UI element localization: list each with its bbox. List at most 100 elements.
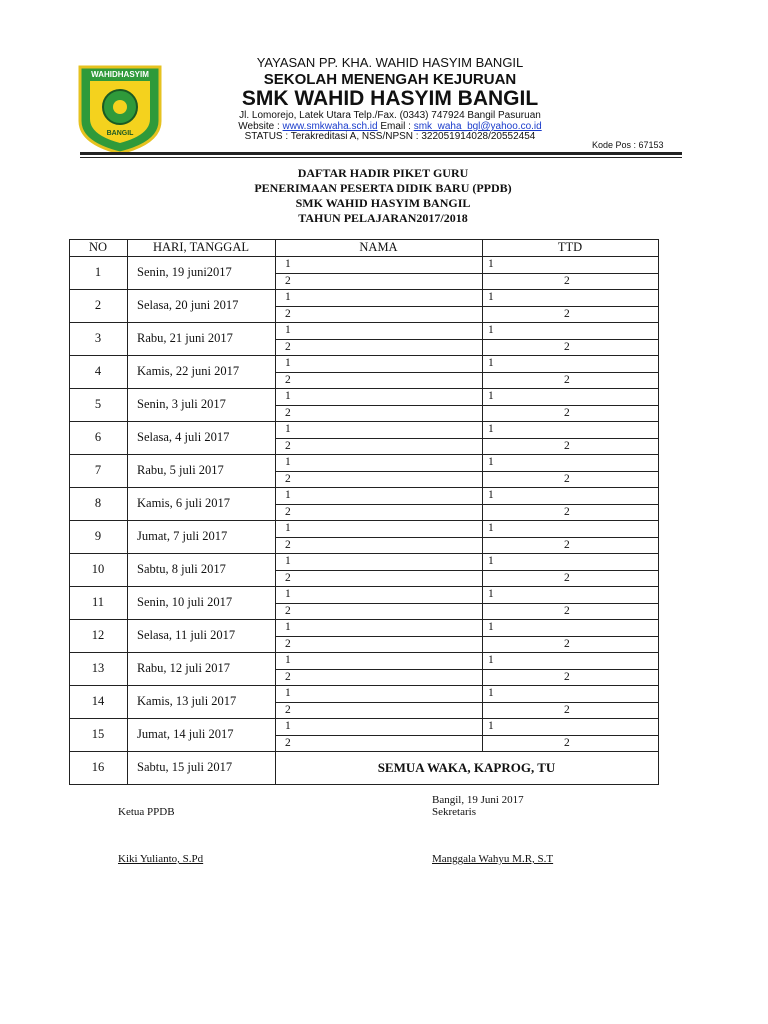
email-link[interactable]: smk_waha_bgl@yahoo.co.id bbox=[413, 121, 542, 132]
row-date: Kamis, 6 juli 2017 bbox=[127, 487, 276, 521]
nama-slot: 2 bbox=[275, 404, 483, 422]
ttd-slot: 1 bbox=[482, 553, 659, 571]
row-number: 15 bbox=[69, 718, 128, 752]
place-date: Bangil, 19 Juni 2017 bbox=[432, 794, 524, 806]
school-name: SMK WAHID HASYIM BANGIL bbox=[241, 87, 539, 110]
title-line: PENERIMAAN PESERTA DIDIK BARU (PPDB) bbox=[254, 181, 512, 195]
row-date: Rabu, 21 juni 2017 bbox=[127, 322, 276, 356]
header-rule bbox=[80, 152, 682, 155]
title-line: DAFTAR HADIR PIKET GURU bbox=[297, 166, 469, 180]
nama-slot: 2 bbox=[275, 470, 483, 488]
ttd-slot: 1 bbox=[482, 355, 659, 373]
row-number: 7 bbox=[69, 454, 128, 488]
ttd-slot: 1 bbox=[482, 454, 659, 472]
nama-slot: 1 bbox=[275, 355, 483, 373]
ttd-slot: 2 bbox=[482, 668, 659, 686]
row-number: 16 bbox=[69, 751, 128, 785]
row-number: 6 bbox=[69, 421, 128, 455]
row-number: 4 bbox=[69, 355, 128, 389]
row-date: Selasa, 20 juni 2017 bbox=[127, 289, 276, 323]
row-date: Jumat, 7 juli 2017 bbox=[127, 520, 276, 554]
website-link[interactable]: www.smkwaha.sch.id bbox=[282, 121, 378, 132]
address: Jl. Lomorejo, Latek Utara Telp./Fax. (03… bbox=[239, 110, 541, 121]
foundation: YAYASAN PP. KHA. WAHID HASYIM BANGIL bbox=[256, 55, 524, 70]
nama-slot: 2 bbox=[275, 536, 483, 554]
ttd-slot: 2 bbox=[482, 602, 659, 620]
status: STATUS : Terakreditasi A, NSS/NPSN : 322… bbox=[244, 131, 536, 142]
nama-slot: 1 bbox=[275, 553, 483, 571]
row-date: Sabtu, 15 juli 2017 bbox=[127, 751, 276, 785]
ttd-slot: 2 bbox=[482, 503, 659, 521]
ttd-slot: 2 bbox=[482, 437, 659, 455]
ttd-slot: 2 bbox=[482, 470, 659, 488]
nama-slot: 2 bbox=[275, 503, 483, 521]
right-role: Sekretaris bbox=[432, 806, 476, 818]
ttd-slot: 2 bbox=[482, 734, 659, 752]
ttd-slot: 1 bbox=[482, 487, 659, 505]
ttd-slot: 2 bbox=[482, 701, 659, 719]
school-logo: WAHIDHASYIM BANGIL bbox=[78, 65, 162, 155]
row-date: Selasa, 11 juli 2017 bbox=[127, 619, 276, 653]
ttd-slot: 1 bbox=[482, 619, 659, 637]
row-number: 2 bbox=[69, 289, 128, 323]
website-label: Website : bbox=[238, 121, 280, 132]
row-number: 9 bbox=[69, 520, 128, 554]
ttd-slot: 1 bbox=[482, 718, 659, 736]
column-header: TTD bbox=[482, 239, 659, 257]
title-line: TAHUN PELAJARAN2017/2018 bbox=[298, 211, 468, 225]
row-number: 13 bbox=[69, 652, 128, 686]
nama-slot: 1 bbox=[275, 487, 483, 505]
nama-slot: 1 bbox=[275, 652, 483, 670]
logo-text: BANGIL bbox=[107, 130, 135, 137]
nama-slot: 1 bbox=[275, 322, 483, 340]
nama-slot: 2 bbox=[275, 701, 483, 719]
ttd-slot: 1 bbox=[482, 685, 659, 703]
row-date: Sabtu, 8 juli 2017 bbox=[127, 553, 276, 587]
row-date: Kamis, 13 juli 2017 bbox=[127, 685, 276, 719]
ttd-slot: 2 bbox=[482, 305, 659, 323]
nama-slot: 2 bbox=[275, 602, 483, 620]
nama-slot: 2 bbox=[275, 668, 483, 686]
nama-slot: 1 bbox=[275, 289, 483, 307]
row-date: Jumat, 14 juli 2017 bbox=[127, 718, 276, 752]
nama-slot: 1 bbox=[275, 586, 483, 604]
postal-code: Kode Pos : 67153 bbox=[592, 140, 664, 150]
nama-slot: 2 bbox=[275, 338, 483, 356]
row-date: Selasa, 4 juli 2017 bbox=[127, 421, 276, 455]
nama-slot: 2 bbox=[275, 569, 483, 587]
nama-slot: 1 bbox=[275, 520, 483, 538]
row-date: Senin, 3 juli 2017 bbox=[127, 388, 276, 422]
nama-slot: 1 bbox=[275, 685, 483, 703]
nama-slot: 2 bbox=[275, 371, 483, 389]
nama-slot: 1 bbox=[275, 619, 483, 637]
ttd-slot: 1 bbox=[482, 520, 659, 538]
ttd-slot: 2 bbox=[482, 338, 659, 356]
header-rule bbox=[80, 157, 682, 158]
row-number: 5 bbox=[69, 388, 128, 422]
nama-slot: 2 bbox=[275, 734, 483, 752]
row-number: 10 bbox=[69, 553, 128, 587]
row-number: 1 bbox=[69, 256, 128, 290]
nama-slot: 2 bbox=[275, 272, 483, 290]
column-header: HARI, TANGGAL bbox=[127, 239, 276, 257]
left-name: Kiki Yulianto, S.Pd bbox=[118, 853, 204, 865]
ttd-slot: 1 bbox=[482, 652, 659, 670]
row-date: Kamis, 22 juni 2017 bbox=[127, 355, 276, 389]
title-line: SMK WAHID HASYIM BANGIL bbox=[295, 196, 471, 210]
row-number: 14 bbox=[69, 685, 128, 719]
email-label: Email : bbox=[380, 121, 411, 132]
school-type: SEKOLAH MENENGAH KEJURUAN bbox=[263, 71, 517, 88]
ttd-slot: 1 bbox=[482, 256, 659, 274]
row-number: 3 bbox=[69, 322, 128, 356]
row-date: Senin, 19 juni2017 bbox=[127, 256, 276, 290]
right-name: Manggala Wahyu M.R, S.T bbox=[432, 853, 554, 865]
ttd-slot: 2 bbox=[482, 272, 659, 290]
row-number: 11 bbox=[69, 586, 128, 620]
row-note: SEMUA WAKA, KAPROG, TU bbox=[275, 751, 659, 785]
ttd-slot: 2 bbox=[482, 404, 659, 422]
row-number: 12 bbox=[69, 619, 128, 653]
ttd-slot: 2 bbox=[482, 569, 659, 587]
column-header: NAMA bbox=[275, 239, 483, 257]
nama-slot: 1 bbox=[275, 718, 483, 736]
